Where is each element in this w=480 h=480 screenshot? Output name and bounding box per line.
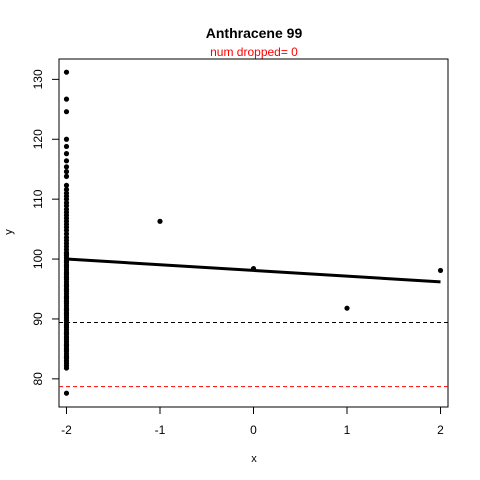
data-point [64, 137, 69, 142]
data-point [64, 347, 69, 352]
data-point [64, 391, 69, 396]
data-point [64, 144, 69, 149]
data-point [64, 158, 69, 163]
data-point [64, 151, 69, 156]
data-point [64, 164, 69, 169]
y-tick-label: 100 [31, 249, 45, 269]
data-point [64, 251, 69, 256]
data-point [251, 266, 256, 271]
data-point [64, 109, 69, 114]
x-tick-label: 2 [437, 423, 444, 437]
data-point [64, 311, 69, 316]
chart-subtitle: num dropped= 0 [210, 45, 298, 59]
data-point [64, 275, 69, 280]
data-point [64, 355, 69, 360]
x-tick-label: -2 [61, 423, 72, 437]
data-point [157, 219, 162, 224]
data-point [344, 306, 349, 311]
x-tick-label: 0 [250, 423, 257, 437]
data-point [64, 323, 69, 328]
data-point [64, 287, 69, 292]
x-tick-label: 1 [344, 423, 351, 437]
data-point [64, 169, 69, 174]
data-point [438, 268, 443, 273]
y-axis-label: y [3, 229, 15, 235]
x-axis-label: x [251, 453, 257, 465]
data-point [64, 70, 69, 75]
x-tick-label: -1 [155, 423, 166, 437]
data-point [64, 365, 69, 370]
y-tick-label: 120 [31, 129, 45, 149]
data-point [64, 299, 69, 304]
data-point [64, 97, 69, 102]
y-tick-label: 130 [31, 69, 45, 89]
data-point [64, 263, 69, 268]
chart-title: Anthracene 99 [206, 25, 303, 41]
data-point [64, 174, 69, 179]
y-tick-label: 90 [31, 312, 45, 326]
y-tick-label: 110 [31, 189, 45, 208]
y-tick-label: 80 [31, 372, 45, 386]
data-point [64, 335, 69, 340]
